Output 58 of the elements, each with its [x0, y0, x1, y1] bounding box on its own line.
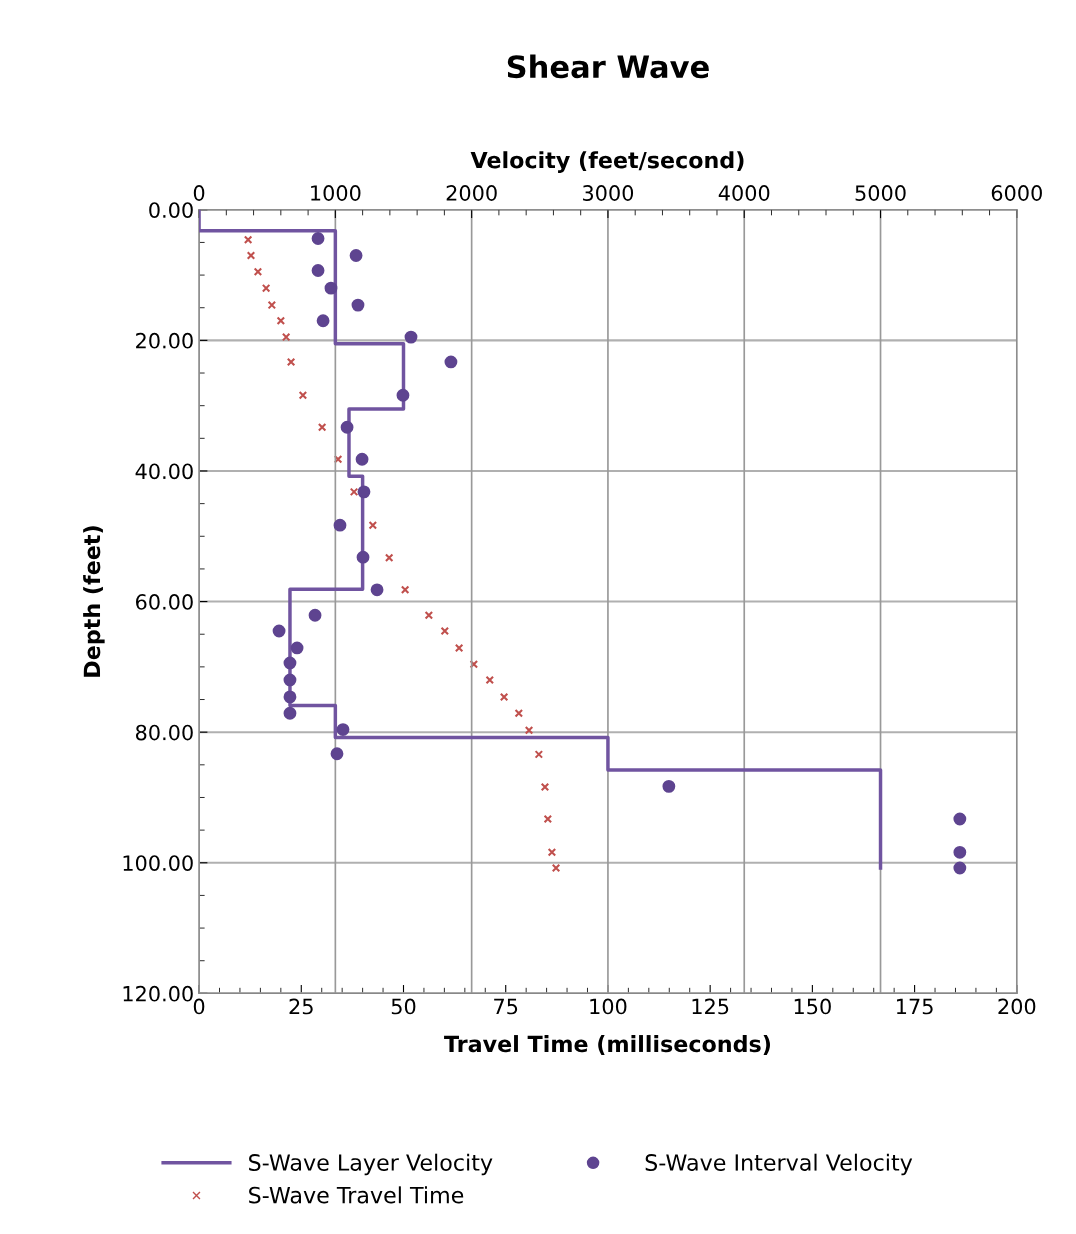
point	[267, 300, 277, 310]
point	[514, 708, 524, 718]
chart-title: Shear Wave	[507, 54, 709, 79]
x2-tick-label: 3000	[583, 185, 634, 201]
y-tick-label: 20.00	[136, 332, 193, 349]
y-axis-title: Depth (feet)	[83, 526, 105, 677]
point	[547, 848, 557, 857]
point	[246, 251, 256, 260]
x-tick-label: 75	[494, 998, 518, 1015]
y-tick-label: 100.00	[123, 855, 193, 871]
legend-label: S-Wave Travel Time	[249, 1186, 464, 1204]
point	[276, 316, 286, 326]
point	[261, 283, 271, 293]
point	[384, 553, 394, 563]
point	[400, 585, 410, 595]
point	[424, 610, 434, 620]
point	[333, 454, 343, 464]
x2-axis-title: Velocity (feet/second)	[470, 151, 744, 173]
x2-tick-label: 6000	[991, 185, 1042, 201]
point	[524, 725, 534, 735]
x-tick-label: 50	[391, 998, 416, 1015]
point	[469, 659, 479, 669]
point	[485, 675, 495, 685]
point	[534, 750, 544, 759]
x-tick-label: 25	[289, 998, 313, 1015]
y-tick-label: 80.00	[135, 724, 193, 741]
point	[543, 814, 553, 824]
legend-label: S-Wave Interval Velocity	[645, 1153, 913, 1176]
y-tick-label: 40.00	[135, 463, 193, 480]
x-tick-label: 200	[998, 998, 1036, 1015]
point	[281, 332, 291, 342]
x-tick-label: 0	[193, 998, 205, 1015]
point	[298, 390, 308, 400]
point	[499, 692, 509, 702]
x-tick-label: 175	[897, 998, 933, 1015]
y-tick-label: 60.00	[136, 594, 193, 610]
y-tick-label: 0.00	[149, 202, 193, 218]
x-tick-label: 100	[590, 998, 627, 1015]
point	[243, 235, 253, 245]
point	[551, 863, 561, 873]
point	[253, 267, 263, 277]
point	[317, 422, 327, 432]
point	[454, 643, 464, 653]
x-tick-label: 150	[794, 998, 831, 1015]
x-axis-title: Travel Time (milliseconds)	[444, 1035, 770, 1055]
y-tick-label: 120.00	[123, 985, 193, 1002]
x2-tick-label: 0	[193, 185, 205, 201]
point	[349, 487, 359, 497]
point	[540, 782, 550, 792]
x2-tick-label: 1000	[311, 185, 361, 201]
x2-tick-label: 5000	[855, 185, 906, 201]
x2-tick-label: 2000	[446, 185, 497, 201]
x2-tick-label: 4000	[718, 185, 770, 201]
point	[368, 520, 378, 530]
legend-label: S-Wave Layer Velocity	[249, 1153, 493, 1176]
point	[440, 626, 450, 636]
x-tick-label: 125	[692, 998, 729, 1015]
point	[286, 357, 296, 367]
